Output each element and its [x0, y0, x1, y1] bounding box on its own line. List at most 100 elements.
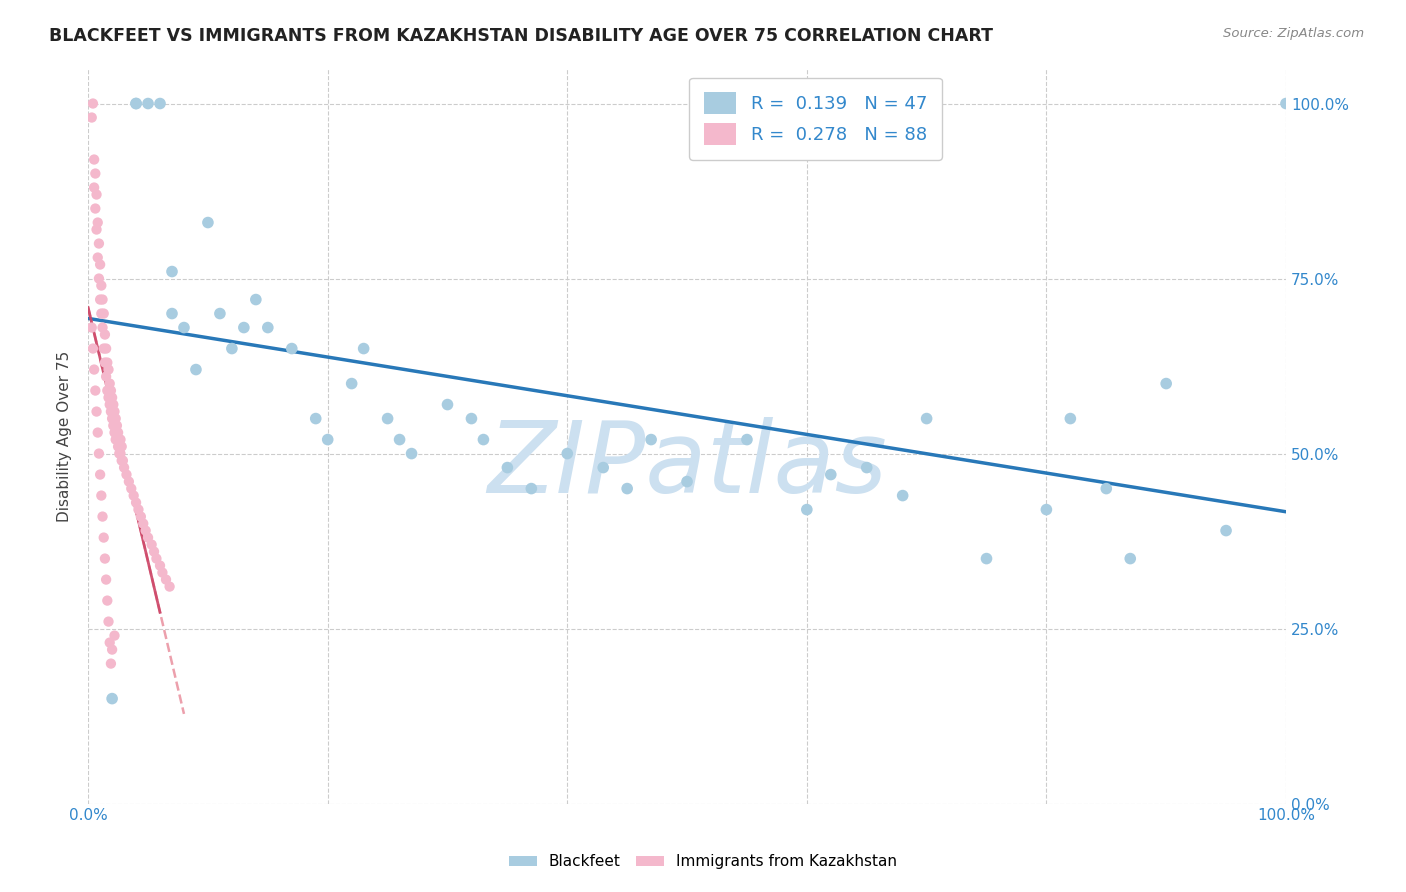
Point [111, 440, 134, 454]
Point [103, 418, 125, 433]
Point [101, 391, 124, 405]
Point [245, 293, 267, 307]
Point [136, 531, 159, 545]
Point [145, 551, 167, 566]
Point [1095, 482, 1118, 496]
Point [104, 411, 127, 425]
Point [103, 425, 125, 440]
Point [83, 153, 105, 167]
Text: ZIPatlas: ZIPatlas [486, 417, 887, 514]
Point [149, 96, 172, 111]
Point [111, 453, 134, 467]
Point [1275, 96, 1298, 111]
Point [87, 446, 110, 460]
Point [94, 327, 117, 342]
Point [94, 573, 117, 587]
Point [221, 342, 243, 356]
Point [855, 460, 877, 475]
Point [520, 482, 543, 496]
Point [122, 489, 145, 503]
Point [97, 362, 120, 376]
Point [159, 580, 181, 594]
Point [353, 342, 375, 356]
Point [136, 96, 159, 111]
Point [976, 551, 998, 566]
Point [118, 475, 141, 489]
Point [110, 446, 132, 460]
Point [1154, 376, 1177, 391]
Point [155, 573, 177, 587]
Point [87, 251, 110, 265]
Point [110, 433, 132, 447]
Point [104, 433, 127, 447]
Point [160, 307, 183, 321]
Point [1035, 502, 1057, 516]
Point [103, 629, 125, 643]
Point [105, 418, 128, 433]
Point [84, 167, 107, 181]
Point [100, 404, 122, 418]
Point [305, 411, 328, 425]
Point [96, 355, 118, 369]
Point [90, 307, 112, 321]
Y-axis label: Disability Age Over 75: Disability Age Over 75 [58, 351, 72, 522]
Point [108, 433, 131, 447]
Point [94, 551, 117, 566]
Point [84, 202, 107, 216]
Point [100, 657, 122, 671]
Point [616, 482, 638, 496]
Point [820, 467, 842, 482]
Point [83, 180, 105, 194]
Point [82, 342, 104, 356]
Point [388, 433, 411, 447]
Point [87, 425, 110, 440]
Point [80, 111, 103, 125]
Point [125, 96, 148, 111]
Point [98, 635, 121, 649]
Point [83, 362, 105, 376]
Point [94, 342, 117, 356]
Point [103, 398, 125, 412]
Point [89, 258, 111, 272]
Legend: Blackfeet, Immigrants from Kazakhstan: Blackfeet, Immigrants from Kazakhstan [503, 848, 903, 875]
Point [132, 516, 155, 531]
Point [93, 531, 115, 545]
Point [93, 307, 115, 321]
Point [640, 433, 662, 447]
Point [256, 320, 278, 334]
Point [184, 362, 207, 376]
Point [97, 391, 120, 405]
Point [91, 509, 114, 524]
Point [108, 446, 131, 460]
Text: Source: ZipAtlas.com: Source: ZipAtlas.com [1223, 27, 1364, 40]
Point [91, 320, 114, 334]
Point [149, 558, 172, 573]
Point [1119, 551, 1142, 566]
Point [111, 453, 134, 467]
Point [141, 538, 163, 552]
Point [97, 615, 120, 629]
Point [87, 215, 110, 229]
Point [676, 475, 699, 489]
Point [94, 355, 117, 369]
Text: BLACKFEET VS IMMIGRANTS FROM KAZAKHSTAN DISABILITY AGE OVER 75 CORRELATION CHART: BLACKFEET VS IMMIGRANTS FROM KAZAKHSTAN … [49, 27, 993, 45]
Point [796, 502, 818, 516]
Point [1215, 524, 1237, 538]
Point [129, 509, 152, 524]
Point [377, 411, 399, 425]
Point [107, 425, 129, 440]
Point [87, 271, 110, 285]
Point [86, 187, 108, 202]
Point [555, 446, 578, 460]
Point [135, 524, 157, 538]
Legend: R =  0.139   N = 47, R =  0.278   N = 88: R = 0.139 N = 47, R = 0.278 N = 88 [689, 78, 942, 160]
Point [91, 293, 114, 307]
Point [101, 411, 124, 425]
Point [891, 489, 914, 503]
Point [90, 489, 112, 503]
Point [105, 433, 128, 447]
Point [472, 433, 495, 447]
Point [316, 433, 339, 447]
Point [100, 384, 122, 398]
Point [592, 460, 614, 475]
